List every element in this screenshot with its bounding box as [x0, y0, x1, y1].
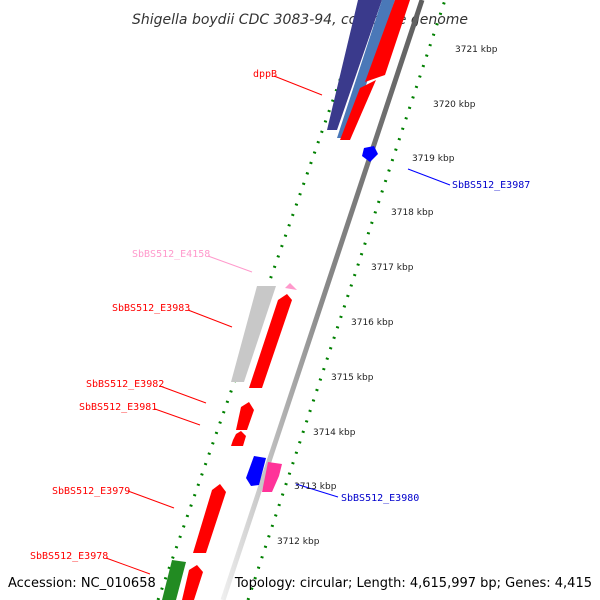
label-dppb: dppB [253, 69, 277, 80]
scale-label-3712: 3712 kbp [277, 537, 320, 547]
gene-label-e3980: SbBS512_E3980 [295, 483, 419, 504]
gene-label-e3979: SbBS512_E3979 [52, 486, 175, 509]
label-sbbs512-e4158: SbBS512_E4158 [132, 249, 210, 260]
scale-label-3718: 3718 kbp [391, 208, 434, 218]
scale-label-3717: 3717 kbp [371, 263, 414, 273]
feature-sbbs512-e3983[interactable] [231, 286, 292, 388]
gene-label-e4158: SbBS512_E4158 [132, 249, 253, 273]
label-sbbs512-e3979: SbBS512_E3979 [52, 486, 130, 497]
label-sbbs512-e3981: SbBS512_E3981 [79, 402, 157, 413]
feature-sbbs512-e3981[interactable] [231, 431, 246, 446]
label-sbbs512-e3982: SbBS512_E3982 [86, 379, 164, 390]
scale-label-3720: 3720 kbp [433, 100, 476, 110]
label-sbbs512-e3978: SbBS512_E3978 [30, 551, 108, 562]
label-sbbs512-e3983: SbBS512_E3983 [112, 303, 190, 314]
feature-sbbs512-e3987[interactable] [362, 146, 378, 162]
feature-dppb-cluster[interactable] [327, 0, 410, 140]
genome-backbone [220, 0, 425, 600]
feature-sbbs512-e3982[interactable] [236, 402, 254, 430]
feature-sbbs512-e3980[interactable] [246, 456, 282, 492]
gene-label-e3987: SbBS512_E3987 [407, 168, 530, 191]
scale-label-3716: 3716 kbp [351, 318, 394, 328]
gene-label-e3983: SbBS512_E3983 [112, 303, 233, 328]
scale-label-3719: 3719 kbp [412, 154, 455, 164]
topology-summary: Topology: circular; Length: 4,615,997 bp… [234, 576, 592, 591]
feature-sbbs512-e4158[interactable] [285, 283, 297, 290]
gene-label-e3981: SbBS512_E3981 [79, 402, 201, 426]
scale-label-3714: 3714 kbp [313, 428, 356, 438]
left-tick-track [156, 0, 370, 600]
gene-label-e3982: SbBS512_E3982 [86, 379, 207, 404]
gene-label-e3978: SbBS512_E3978 [30, 551, 151, 575]
feature-sbbs512-e3978[interactable] [162, 560, 203, 600]
label-sbbs512-e3987: SbBS512_E3987 [452, 180, 530, 191]
scale-label-3713: 3713 kbp [294, 482, 337, 492]
scale-label-3715: 3715 kbp [331, 373, 374, 383]
label-sbbs512-e3980: SbBS512_E3980 [341, 493, 419, 504]
feature-sbbs512-e3979[interactable] [193, 484, 226, 553]
scale-label-3721: 3721 kbp [455, 45, 498, 55]
accession-text: Accession: NC_010658 [8, 576, 156, 591]
scale-labels: 3721 kbp 3720 kbp 3719 kbp 3718 kbp 3717… [277, 45, 498, 547]
gene-label-dppb: dppB [253, 69, 323, 96]
